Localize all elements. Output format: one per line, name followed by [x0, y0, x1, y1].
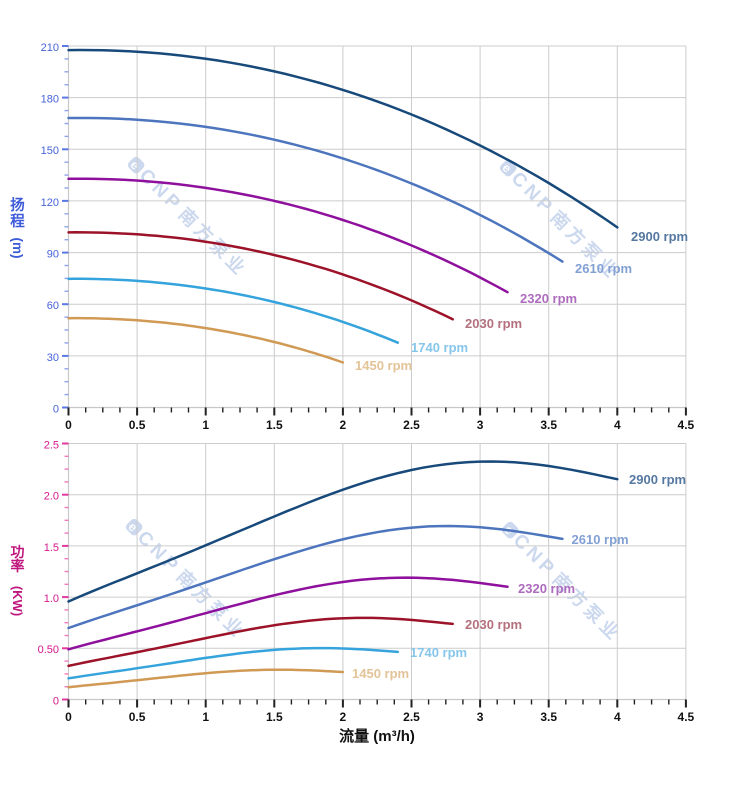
svg-text:180: 180 — [41, 94, 59, 106]
svg-text:1.5: 1.5 — [266, 418, 283, 432]
svg-text:4.5: 4.5 — [678, 418, 695, 432]
svg-text:0: 0 — [53, 695, 59, 707]
svg-text:3: 3 — [477, 418, 484, 432]
svg-text:2900 rpm: 2900 rpm — [629, 472, 686, 487]
svg-text:1.5: 1.5 — [44, 542, 59, 554]
svg-text:3.5: 3.5 — [540, 710, 557, 724]
svg-text:2030 rpm: 2030 rpm — [465, 316, 522, 331]
svg-text:3: 3 — [477, 710, 484, 724]
svg-text:1.0: 1.0 — [44, 593, 59, 605]
svg-text:0: 0 — [65, 710, 72, 724]
svg-text:2: 2 — [340, 418, 347, 432]
svg-text:1: 1 — [202, 710, 209, 724]
svg-text:2.0: 2.0 — [44, 491, 59, 503]
svg-text:2.5: 2.5 — [403, 710, 420, 724]
svg-text:150: 150 — [41, 145, 59, 157]
svg-text:4: 4 — [614, 710, 621, 724]
svg-text:1450 rpm: 1450 rpm — [355, 358, 412, 373]
svg-text:流量 (m³/h): 流量 (m³/h) — [339, 727, 415, 745]
svg-text:4: 4 — [614, 418, 621, 432]
svg-text:0.50: 0.50 — [38, 644, 59, 656]
svg-text:2610 rpm: 2610 rpm — [575, 261, 632, 276]
svg-text:1: 1 — [202, 418, 209, 432]
svg-text:1450 rpm: 1450 rpm — [352, 666, 409, 681]
svg-text:60: 60 — [47, 300, 59, 312]
svg-text:2.5: 2.5 — [44, 439, 59, 451]
svg-text:3.5: 3.5 — [540, 418, 557, 432]
svg-text:0.5: 0.5 — [129, 418, 146, 432]
svg-text:0.5: 0.5 — [129, 710, 146, 724]
svg-text:1.5: 1.5 — [266, 710, 283, 724]
svg-text:2900 rpm: 2900 rpm — [631, 229, 688, 244]
svg-text:90: 90 — [47, 249, 59, 261]
svg-text:2.5: 2.5 — [403, 418, 420, 432]
svg-text:30: 30 — [47, 352, 59, 364]
svg-text:2320 rpm: 2320 rpm — [518, 581, 575, 596]
svg-text:2030 rpm: 2030 rpm — [465, 617, 522, 632]
svg-text:1740 rpm: 1740 rpm — [411, 340, 468, 355]
svg-text:0: 0 — [53, 403, 59, 415]
svg-text:2320 rpm: 2320 rpm — [520, 291, 577, 306]
svg-text:2610 rpm: 2610 rpm — [572, 532, 629, 547]
svg-text:0: 0 — [65, 418, 72, 432]
svg-text:120: 120 — [41, 197, 59, 209]
svg-text:2: 2 — [340, 710, 347, 724]
svg-text:1740 rpm: 1740 rpm — [410, 645, 467, 660]
svg-text:210: 210 — [41, 42, 59, 54]
svg-text:4.5: 4.5 — [678, 710, 695, 724]
